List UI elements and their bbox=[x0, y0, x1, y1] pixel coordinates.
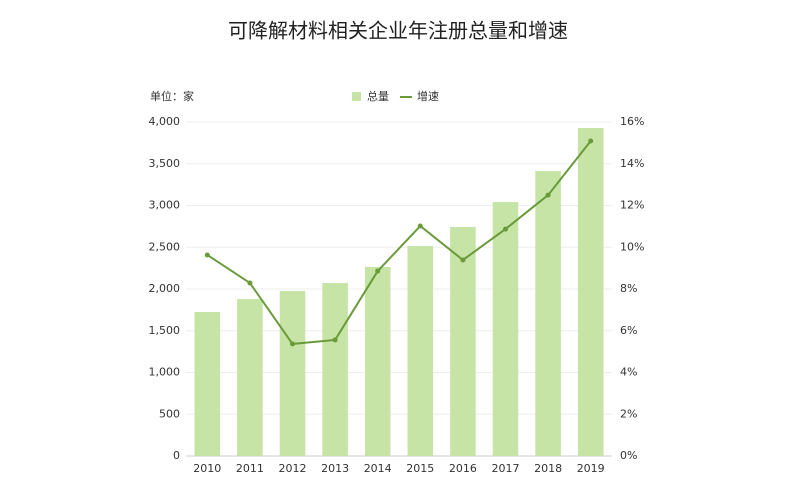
bar bbox=[194, 311, 221, 456]
x-tick-label: 2019 bbox=[577, 462, 605, 475]
line bbox=[206, 140, 592, 345]
line-point bbox=[290, 341, 295, 347]
bar bbox=[407, 245, 434, 456]
y-tick-label: 1,500 bbox=[149, 324, 181, 337]
y2-tick-label: 16% bbox=[620, 115, 644, 128]
y2-tick-label: 4% bbox=[620, 366, 637, 379]
x-tick-label: 2013 bbox=[321, 462, 349, 475]
bar bbox=[577, 128, 604, 456]
x-tick-label: 2017 bbox=[492, 462, 520, 475]
x-tick-label: 2015 bbox=[406, 462, 434, 475]
bar bbox=[237, 299, 263, 456]
y2-tick-label: 14% bbox=[620, 157, 644, 170]
x-tick-label: 2011 bbox=[236, 462, 264, 475]
y2-tick-label: 12% bbox=[620, 199, 644, 212]
x-tick-label: 2016 bbox=[449, 462, 477, 475]
y2-tick-label: 10% bbox=[620, 240, 644, 253]
line-point bbox=[460, 257, 466, 263]
line-point bbox=[332, 337, 338, 343]
line-point bbox=[204, 252, 210, 258]
y-tick-label: 0 bbox=[173, 449, 180, 462]
bar bbox=[450, 226, 476, 456]
x-tick-label: 2014 bbox=[364, 462, 392, 475]
bar bbox=[279, 291, 306, 456]
y2-tick-label: 0% bbox=[620, 449, 637, 462]
line-point bbox=[503, 226, 508, 232]
y-tick-label: 500 bbox=[159, 407, 180, 420]
y2-tick-label: 2% bbox=[620, 407, 637, 420]
x-tick-label: 2010 bbox=[193, 462, 221, 475]
y-tick-label: 4,000 bbox=[149, 115, 181, 128]
y-tick-label: 2,500 bbox=[149, 240, 181, 253]
x-tick-label: 2018 bbox=[534, 462, 562, 475]
x-tick-label: 2012 bbox=[279, 462, 307, 475]
bar bbox=[492, 201, 519, 456]
legend-label: 总量 bbox=[367, 89, 389, 103]
unit-label: 单位：家 bbox=[150, 89, 194, 103]
y-tick-label: 3,500 bbox=[149, 157, 181, 170]
y-tick-label: 2,000 bbox=[149, 282, 181, 295]
legend-label: 增速 bbox=[417, 89, 439, 103]
bar bbox=[322, 282, 348, 456]
bar bbox=[364, 267, 391, 456]
line-point bbox=[417, 223, 423, 229]
line-point bbox=[247, 280, 253, 286]
line-point bbox=[545, 192, 551, 198]
legend-swatch bbox=[352, 92, 361, 101]
line-point bbox=[588, 138, 594, 144]
y2-tick-label: 6% bbox=[620, 324, 637, 337]
bar bbox=[535, 171, 561, 456]
chart-title: 可降解材料相关企业年注册总量和增速 bbox=[228, 19, 568, 43]
y-tick-label: 1,000 bbox=[149, 366, 181, 379]
y2-tick-label: 8% bbox=[620, 282, 637, 295]
y-tick-label: 3,000 bbox=[149, 199, 181, 212]
line-point bbox=[375, 268, 381, 274]
